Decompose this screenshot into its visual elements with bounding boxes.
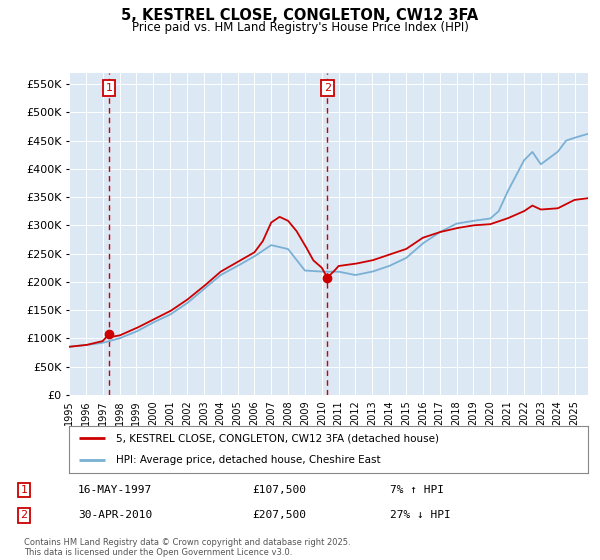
Text: 2019: 2019: [469, 400, 478, 425]
Text: Price paid vs. HM Land Registry's House Price Index (HPI): Price paid vs. HM Land Registry's House …: [131, 21, 469, 34]
Text: 7% ↑ HPI: 7% ↑ HPI: [390, 485, 444, 495]
Text: 1999: 1999: [131, 400, 142, 425]
Text: HPI: Average price, detached house, Cheshire East: HPI: Average price, detached house, Ches…: [116, 455, 380, 465]
Text: 2007: 2007: [266, 400, 276, 425]
Text: 1: 1: [106, 83, 112, 93]
Text: 2020: 2020: [485, 400, 495, 425]
Text: 1995: 1995: [64, 400, 74, 425]
Text: 2: 2: [20, 510, 28, 520]
Text: 2021: 2021: [502, 400, 512, 425]
Text: 2013: 2013: [367, 400, 377, 425]
Text: 2017: 2017: [435, 400, 445, 425]
Text: 2025: 2025: [569, 400, 580, 425]
Text: 5, KESTREL CLOSE, CONGLETON, CW12 3FA: 5, KESTREL CLOSE, CONGLETON, CW12 3FA: [121, 8, 479, 24]
Text: 2010: 2010: [317, 400, 327, 425]
Text: 2006: 2006: [250, 400, 259, 425]
Text: 30-APR-2010: 30-APR-2010: [78, 510, 152, 520]
Text: 27% ↓ HPI: 27% ↓ HPI: [390, 510, 451, 520]
Text: 2: 2: [324, 83, 331, 93]
Text: 1996: 1996: [81, 400, 91, 425]
Text: 1997: 1997: [98, 400, 108, 425]
Text: 2000: 2000: [148, 400, 158, 425]
Text: Contains HM Land Registry data © Crown copyright and database right 2025.
This d: Contains HM Land Registry data © Crown c…: [24, 538, 350, 557]
Text: 1: 1: [20, 485, 28, 495]
Text: 5, KESTREL CLOSE, CONGLETON, CW12 3FA (detached house): 5, KESTREL CLOSE, CONGLETON, CW12 3FA (d…: [116, 433, 439, 444]
Text: 2002: 2002: [182, 400, 192, 425]
Text: 2015: 2015: [401, 400, 411, 425]
Text: 2005: 2005: [233, 400, 242, 425]
Text: £107,500: £107,500: [252, 485, 306, 495]
Text: 16-MAY-1997: 16-MAY-1997: [78, 485, 152, 495]
Text: 2016: 2016: [418, 400, 428, 425]
Text: 2018: 2018: [452, 400, 461, 425]
Text: 2023: 2023: [536, 400, 546, 425]
Text: 2014: 2014: [384, 400, 394, 425]
Text: 2003: 2003: [199, 400, 209, 425]
Text: £207,500: £207,500: [252, 510, 306, 520]
Text: 2011: 2011: [334, 400, 344, 425]
Text: 2009: 2009: [300, 400, 310, 425]
Text: 2004: 2004: [215, 400, 226, 425]
Text: 2001: 2001: [165, 400, 175, 425]
Text: 2024: 2024: [553, 400, 563, 425]
Text: 2022: 2022: [519, 400, 529, 425]
Text: 1998: 1998: [115, 400, 125, 425]
Text: 2008: 2008: [283, 400, 293, 425]
Text: 2012: 2012: [350, 400, 361, 425]
